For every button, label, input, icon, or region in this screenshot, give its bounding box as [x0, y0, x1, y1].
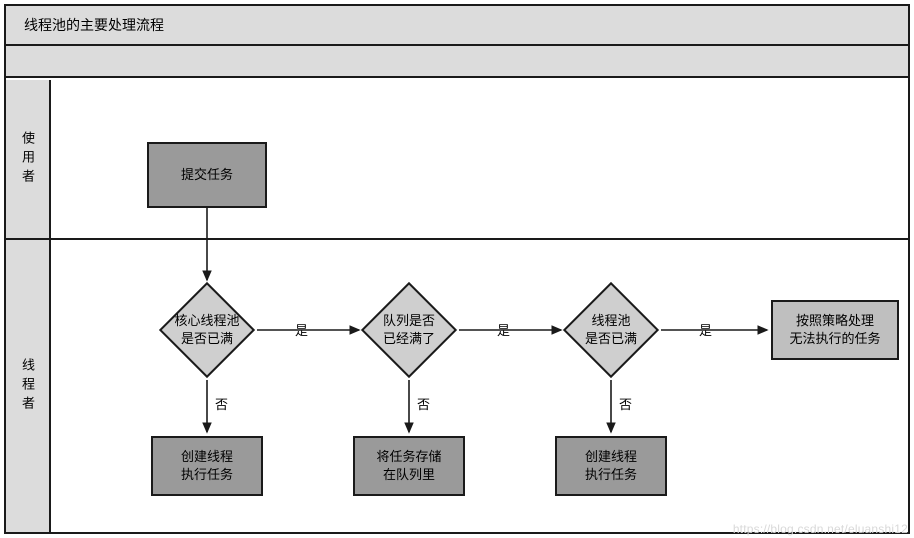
lane-user-label: 使用者 [6, 80, 51, 240]
d3-l1: 线程池 [591, 312, 630, 330]
d2-l1: 队列是否 [383, 312, 435, 330]
b2-l2: 在队列里 [383, 466, 435, 484]
diagram-frame: 线程池的主要处理流程 使用者 线程者 提交任务 [4, 4, 910, 534]
decision-pool-full: 线程池 是否已满 [577, 296, 645, 364]
node-create-thread-2: 创建线程 执行任务 [555, 436, 667, 496]
header-spacer [6, 46, 908, 78]
node-create-thread-1: 创建线程 执行任务 [151, 436, 263, 496]
policy-l2: 无法执行的任务 [789, 330, 880, 348]
d2-l2: 已经满了 [383, 330, 435, 348]
title-bar: 线程池的主要处理流程 [6, 6, 908, 46]
edge-d3-no: 否 [619, 394, 632, 413]
lane-pool-label: 线程者 [6, 240, 51, 532]
node-store-queue: 将任务存储 在队列里 [353, 436, 465, 496]
b2-l1: 将任务存储 [376, 448, 441, 466]
node-rejection-policy: 按照策略处理 无法执行的任务 [771, 300, 899, 360]
edge-d2-no: 否 [417, 394, 430, 413]
policy-l1: 按照策略处理 [796, 312, 874, 330]
edge-d2-yes: 是 [497, 320, 510, 339]
b3-l2: 执行任务 [585, 466, 637, 484]
edge-d3-yes: 是 [699, 320, 712, 339]
node-submit-label: 提交任务 [181, 166, 233, 184]
d3-l2: 是否已满 [585, 330, 637, 348]
edge-d1-yes: 是 [295, 320, 308, 339]
decision-queue-full: 队列是否 已经满了 [375, 296, 443, 364]
lane-user-text: 使用者 [18, 131, 37, 188]
edge-d1-no: 否 [215, 394, 228, 413]
b3-l1: 创建线程 [585, 448, 637, 466]
lane-pool-text: 线程者 [18, 358, 37, 415]
b1-l2: 执行任务 [181, 466, 233, 484]
node-submit-task: 提交任务 [147, 142, 267, 208]
b1-l1: 创建线程 [181, 448, 233, 466]
lane-pool-content: 核心线程池 是否已满 队列是否 已经满了 线程池 是否已满 [51, 240, 908, 532]
d1-l1: 核心线程池 [174, 312, 239, 330]
swimlanes: 使用者 线程者 提交任务 核心 [6, 80, 908, 532]
lane-user-content: 提交任务 [51, 80, 908, 240]
watermark-text: https://blog.csdn.net/eluanshi12 [733, 522, 908, 536]
d1-l2: 是否已满 [181, 330, 233, 348]
diagram-title: 线程池的主要处理流程 [24, 15, 164, 35]
decision-core-pool-full: 核心线程池 是否已满 [173, 296, 241, 364]
